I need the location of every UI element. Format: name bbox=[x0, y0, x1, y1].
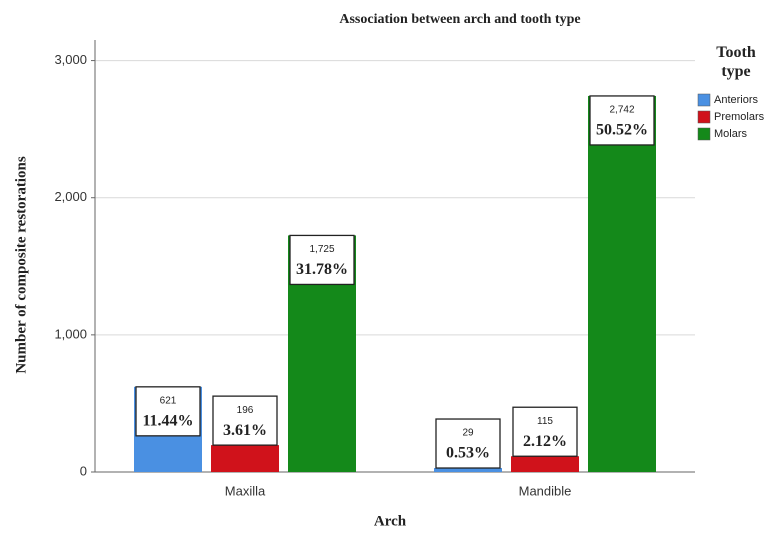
chart-title: Association between arch and tooth type bbox=[339, 12, 580, 27]
percent-label: 0.53% bbox=[446, 445, 490, 462]
y-tick-label: 2,000 bbox=[54, 189, 87, 204]
bar bbox=[511, 456, 579, 472]
label-box bbox=[512, 406, 578, 457]
y-tick-label: 0 bbox=[80, 463, 87, 478]
y-tick-label: 3,000 bbox=[54, 52, 87, 67]
value-label: 196 bbox=[237, 405, 254, 416]
label-box bbox=[435, 418, 501, 469]
x-tick-label: Maxilla bbox=[225, 483, 266, 498]
value-label: 29 bbox=[462, 428, 474, 439]
y-axis-title: Number of composite restorations bbox=[13, 156, 29, 373]
y-tick-label: 1,000 bbox=[54, 326, 87, 341]
percent-label: 2.12% bbox=[523, 433, 567, 450]
value-label: 2,742 bbox=[609, 105, 634, 116]
percent-label: 3.61% bbox=[223, 422, 267, 439]
label-box bbox=[289, 234, 355, 286]
legend-title: Tooth type bbox=[716, 44, 756, 80]
legend-label: Anteriors bbox=[714, 94, 759, 106]
legend-swatch bbox=[697, 93, 711, 107]
legend-swatch bbox=[697, 110, 711, 124]
bar bbox=[588, 95, 656, 472]
legend-label: Premolars bbox=[714, 111, 765, 123]
label-box bbox=[212, 395, 278, 446]
legend-swatch bbox=[697, 127, 711, 141]
percent-label: 50.52% bbox=[596, 122, 648, 139]
x-axis-title: Arch bbox=[374, 513, 407, 529]
x-tick-label: Mandible bbox=[519, 483, 572, 498]
value-label: 115 bbox=[537, 416, 553, 427]
label-box bbox=[135, 386, 201, 437]
percent-label: 11.44% bbox=[142, 413, 193, 430]
value-label: 621 bbox=[160, 395, 177, 406]
label-box bbox=[589, 95, 655, 146]
value-label: 1,725 bbox=[309, 244, 334, 255]
bar bbox=[211, 445, 279, 472]
legend-label: Molars bbox=[714, 128, 748, 140]
percent-label: 31.78% bbox=[296, 261, 348, 278]
bar bbox=[434, 468, 502, 472]
